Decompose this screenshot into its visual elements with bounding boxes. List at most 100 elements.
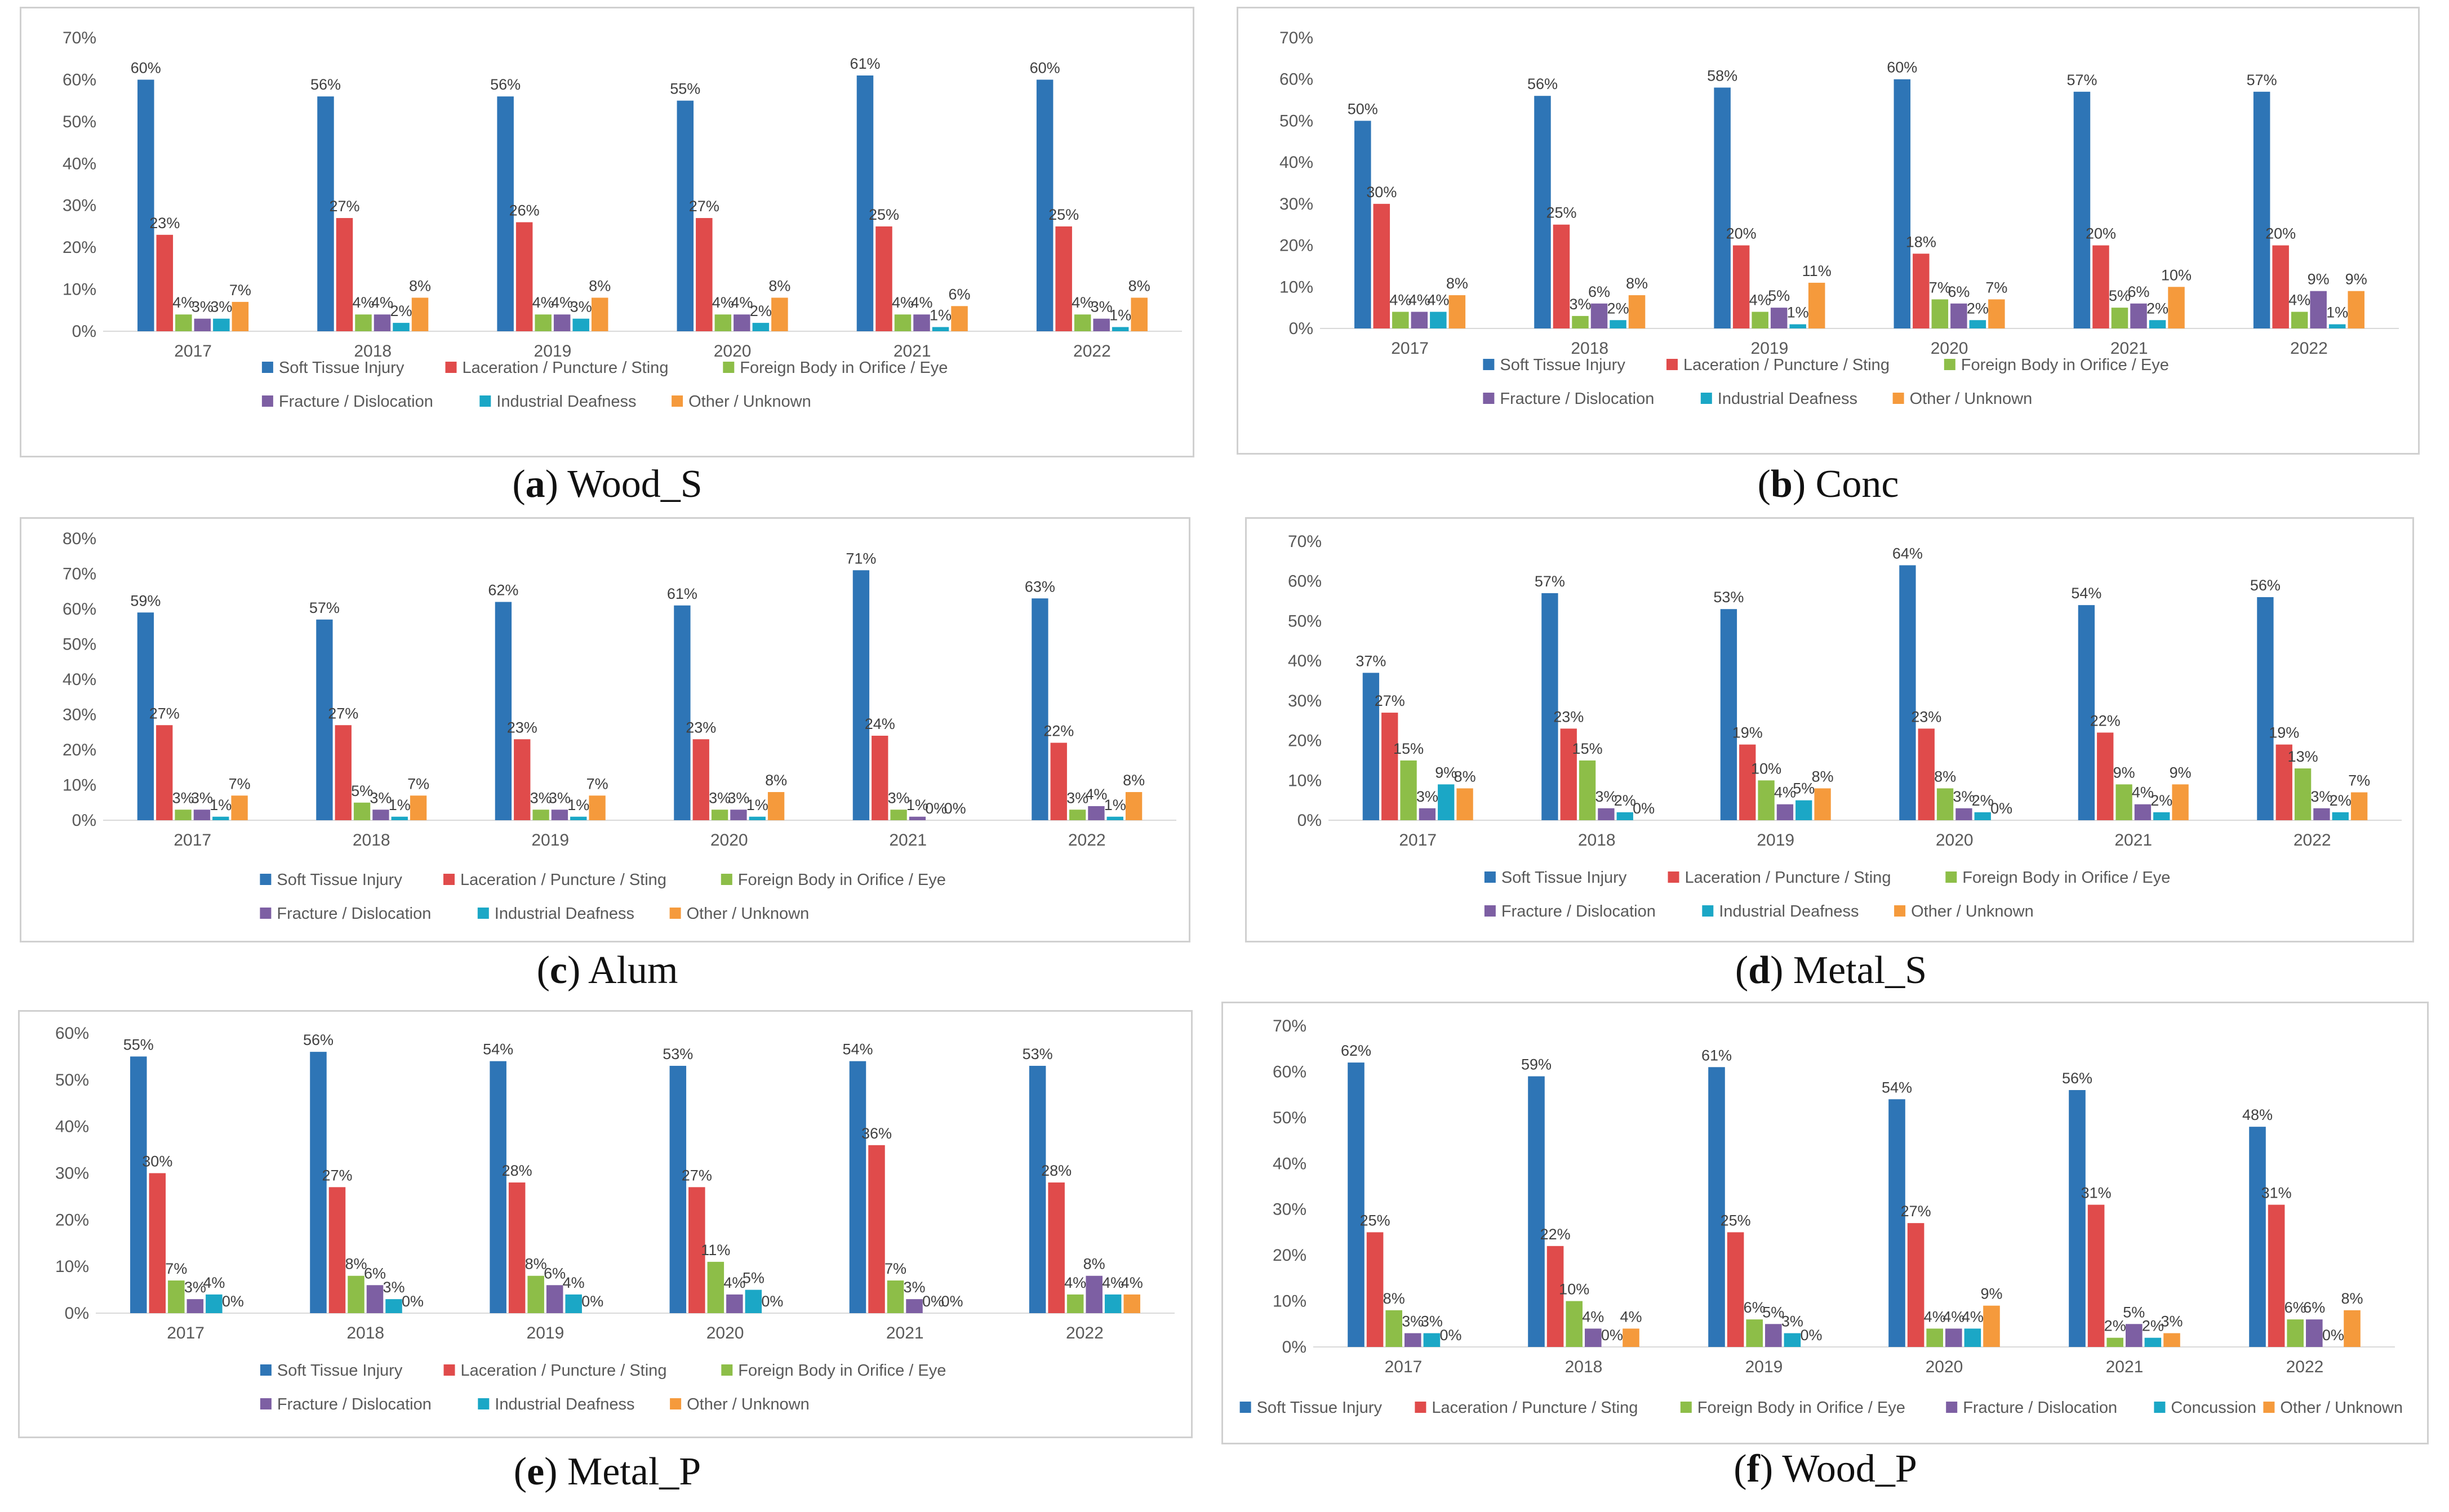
bar-fracture-dislocation-2017 bbox=[193, 810, 211, 820]
data-label: 6% bbox=[949, 286, 971, 303]
data-label: 2% bbox=[1972, 792, 1994, 809]
bar-foreign-body-in-orifice-eye-2022 bbox=[2291, 312, 2308, 328]
legend-swatch-fracture-dislocation bbox=[261, 395, 273, 407]
y-tick-label: 10% bbox=[55, 1257, 89, 1276]
bar-soft-tissue-injury-2018 bbox=[1534, 96, 1551, 328]
data-label: 55% bbox=[123, 1036, 154, 1053]
data-label: 1% bbox=[746, 797, 768, 813]
bar-fracture-dislocation-2020 bbox=[1950, 303, 1967, 328]
data-label: 56% bbox=[2250, 577, 2281, 594]
y-tick-label: 70% bbox=[63, 565, 96, 584]
bar-other-unknown-2019 bbox=[1814, 788, 1831, 820]
chart-svg-metal-s: 0%10%20%30%40%50%60%70%37%27%15%3%9%8%20… bbox=[1288, 532, 2402, 920]
data-label: 8% bbox=[1454, 768, 1476, 785]
data-label: 15% bbox=[1572, 740, 1603, 757]
y-tick-label: 50% bbox=[1273, 1109, 1306, 1127]
data-label: 27% bbox=[1901, 1203, 1931, 1220]
data-label: 50% bbox=[1348, 100, 1378, 117]
bar-fracture-dislocation-2021 bbox=[909, 816, 926, 820]
data-label: 30% bbox=[142, 1153, 172, 1170]
bar-other-unknown-2022 bbox=[2350, 792, 2368, 820]
data-label: 36% bbox=[861, 1125, 892, 1142]
bar-fracture-dislocation-2019 bbox=[546, 1285, 563, 1313]
y-tick-label: 20% bbox=[55, 1211, 89, 1229]
data-label: 59% bbox=[1521, 1056, 1552, 1073]
y-tick-label: 60% bbox=[1273, 1062, 1306, 1081]
x-tick-label: 2021 bbox=[2110, 339, 2148, 358]
data-label: 4% bbox=[731, 294, 753, 311]
data-label: 63% bbox=[1025, 578, 1055, 595]
bar-laceration-puncture-sting-2022 bbox=[2268, 1204, 2285, 1347]
legend-label-laceration-puncture-sting: Laceration / Puncture / Sting bbox=[463, 359, 669, 377]
legend-label-other-unknown: Other / Unknown bbox=[688, 393, 811, 411]
y-tick-label: 50% bbox=[63, 635, 96, 654]
data-label: 3% bbox=[1569, 296, 1591, 313]
bar-fracture-dislocation-2017 bbox=[186, 1299, 204, 1313]
data-label: 4% bbox=[1102, 1274, 1124, 1291]
data-label: 0% bbox=[1633, 800, 1655, 817]
bar-industrial-deafness-2022 bbox=[2328, 324, 2346, 328]
data-label: 54% bbox=[2071, 585, 2101, 602]
data-label: 22% bbox=[1043, 723, 1074, 740]
data-label: 9% bbox=[2170, 764, 2192, 781]
data-label: 8% bbox=[1128, 277, 1150, 294]
bar-soft-tissue-injury-2021 bbox=[849, 1061, 866, 1313]
legend-label-other-unknown: Other / Unknown bbox=[687, 905, 810, 923]
data-label: 0% bbox=[222, 1293, 244, 1310]
bar-other-unknown-2019 bbox=[591, 297, 608, 331]
data-label: 6% bbox=[364, 1265, 386, 1282]
bar-industrial-deafness-2019 bbox=[572, 318, 589, 331]
data-label: 28% bbox=[1041, 1162, 1072, 1179]
data-label: 1% bbox=[210, 797, 232, 813]
chart-svg-wood-p: 0%10%20%30%40%50%60%70%62%25%8%3%3%0%201… bbox=[1239, 1017, 2403, 1417]
data-label: 4% bbox=[2288, 292, 2310, 309]
y-tick-label: 40% bbox=[63, 670, 96, 689]
bar-industrial-deafness-2020 bbox=[752, 323, 770, 331]
y-tick-label: 20% bbox=[63, 238, 96, 257]
x-tick-label: 2022 bbox=[1073, 342, 1111, 361]
legend-label-industrial-deafness: Industrial Deafness bbox=[495, 1395, 634, 1413]
legend-swatch-industrial-deafness bbox=[1700, 393, 1712, 404]
data-label: 4% bbox=[1064, 1274, 1086, 1291]
legend-label-laceration-puncture-sting: Laceration / Puncture / Sting bbox=[461, 1362, 667, 1380]
data-label: 1% bbox=[1104, 797, 1126, 813]
data-label: 0% bbox=[1601, 1327, 1623, 1344]
bar-soft-tissue-injury-2021 bbox=[852, 570, 870, 820]
legend-swatch-laceration-puncture-sting bbox=[1666, 359, 1678, 370]
bar-laceration-puncture-sting-2020 bbox=[692, 739, 709, 820]
chart-panel-alum: 0% 10% 20% 30% 40% 50% 60% 70% 80% 59% 27% 3% 3% 1% 7%… bbox=[20, 517, 1190, 942]
data-label: 62% bbox=[488, 582, 518, 599]
chart-panel-wood-s: 0% 10% 20% 30% 40% 50% 60% 70% 60% 23% 4% 3% 3% 7% 201… bbox=[20, 7, 1194, 457]
data-label: 2% bbox=[2104, 1318, 2126, 1335]
data-label: 20% bbox=[1726, 225, 1757, 242]
legend-label-soft-tissue-injury: Soft Tissue Injury bbox=[1500, 356, 1625, 374]
data-label: 8% bbox=[1123, 772, 1145, 789]
data-label: 6% bbox=[2127, 283, 2149, 300]
legend-swatch-industrial-deafness bbox=[479, 395, 491, 407]
bar-laceration-puncture-sting-2021 bbox=[868, 1145, 885, 1313]
bar-foreign-body-in-orifice-eye-2019 bbox=[1752, 312, 1768, 328]
bar-laceration-puncture-sting-2017 bbox=[1373, 203, 1390, 328]
x-tick-label: 2018 bbox=[1571, 339, 1608, 358]
bar-laceration-puncture-sting-2022 bbox=[1050, 742, 1067, 820]
data-label: 8% bbox=[525, 1256, 547, 1273]
data-label: 23% bbox=[149, 215, 180, 232]
legend-label-foreign-body-in-orifice-eye: Foreign Body in Orifice / Eye bbox=[1961, 356, 2169, 374]
y-tick-label: 80% bbox=[63, 530, 96, 548]
y-tick-label: 30% bbox=[63, 197, 96, 215]
bar-laceration-puncture-sting-2018 bbox=[336, 218, 353, 331]
bar-fracture-dislocation-2019 bbox=[551, 810, 568, 820]
bar-fracture-dislocation-2020 bbox=[730, 810, 747, 820]
x-tick-label: 2018 bbox=[1578, 831, 1616, 850]
legend-label-other-unknown: Other / Unknown bbox=[1911, 902, 2034, 920]
y-tick-label: 40% bbox=[1273, 1154, 1306, 1173]
bar-fracture-dislocation-2018 bbox=[374, 314, 391, 331]
bar-fracture-dislocation-2018 bbox=[1590, 303, 1608, 328]
bar-industrial-deafness-2021 bbox=[2153, 812, 2170, 820]
bar-foreign-body-in-orifice-eye-2019 bbox=[532, 810, 549, 820]
bar-laceration-puncture-sting-2019 bbox=[514, 739, 531, 820]
legend-label-other-unknown: Other / Unknown bbox=[1910, 390, 2033, 408]
caption-metal-s: (d) Metal_S bbox=[1735, 949, 1927, 992]
legend-label-foreign-body-in-orifice-eye: Foreign Body in Orifice / Eye bbox=[1962, 869, 2170, 887]
data-label: 2% bbox=[1607, 300, 1629, 317]
